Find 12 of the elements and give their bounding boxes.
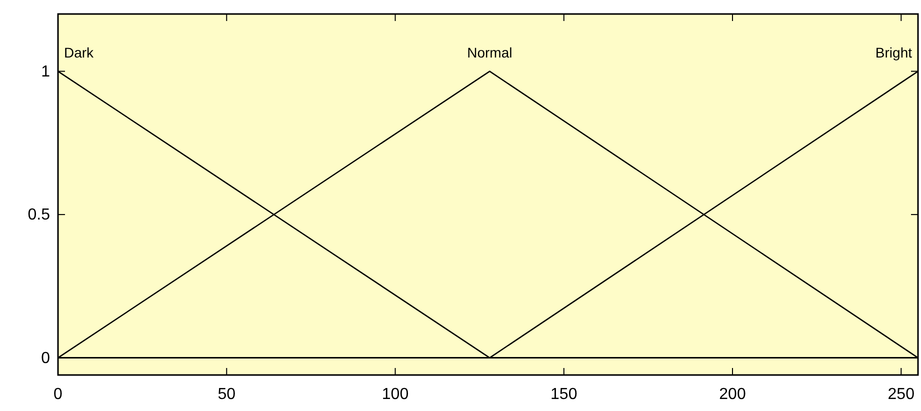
x-tick-label: 150 <box>550 386 578 403</box>
x-tick-label: 250 <box>888 386 915 403</box>
y-tick-label: 1 <box>41 63 50 80</box>
x-tick-label: 50 <box>218 386 236 403</box>
series-label: Bright <box>875 44 912 60</box>
x-tick-label: 0 <box>54 386 63 403</box>
x-tick-label: 200 <box>719 386 746 403</box>
series-label: Normal <box>467 44 512 60</box>
x-tick-label: 100 <box>382 386 409 403</box>
series-label: Dark <box>64 44 95 60</box>
y-tick-label: 0.5 <box>28 206 50 224</box>
y-tick-label: 0 <box>41 350 50 367</box>
